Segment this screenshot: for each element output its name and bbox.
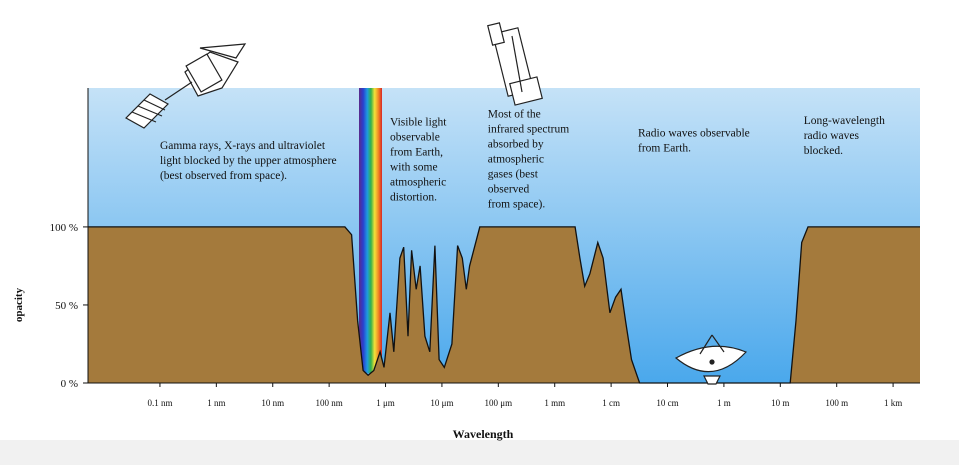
annotation: with some (390, 161, 438, 173)
annotation: Most of the (488, 109, 541, 121)
telescope-icon (487, 22, 543, 106)
x-tick-label: 1 mm (544, 398, 565, 408)
annotation: Visible light (390, 116, 447, 128)
annotation: distortion. (390, 191, 437, 203)
annotation: gases (best (488, 169, 539, 181)
opacity-area (88, 226, 920, 383)
annotation: Radio waves observable (638, 127, 750, 139)
y-tick-label: 0 % (61, 378, 78, 390)
annotation: from space). (488, 199, 546, 211)
bottom-band (0, 440, 959, 465)
y-axis-label: opacity (13, 287, 25, 322)
annotation: absorbed by (488, 139, 544, 151)
x-tick-label: 100 m (825, 398, 848, 408)
x-tick-label: 100 nm (316, 398, 343, 408)
visible-spectrum (359, 88, 382, 373)
x-tick-label: 1 μm (376, 398, 395, 408)
x-tick-label: 1 m (717, 398, 731, 408)
x-tick-label: 10 cm (656, 398, 678, 408)
x-tick-label: 1 nm (207, 398, 225, 408)
x-tick-label: 0.1 nm (147, 398, 172, 408)
plot: 0 % 50 % 100 % 0.1 nm 1 nm 10 nm 100 nm 1 μm 10 … (50, 88, 920, 408)
annotation: from Earth, (390, 146, 443, 158)
annotation: radio waves (804, 130, 860, 142)
annotation: Gamma rays, X-rays and ultraviolet (160, 140, 326, 152)
radio-dish-icon (674, 334, 748, 385)
opacity-curve (88, 226, 920, 384)
annotation: blocked. (804, 145, 843, 157)
x-tick-label: 10 nm (261, 398, 284, 408)
x-axis-label: Wavelength (453, 427, 514, 441)
annotation: Long-wavelength (804, 115, 885, 127)
satellite-icon (125, 43, 247, 129)
y-tick-label: 50 % (55, 300, 78, 312)
x-tick-label: 100 μm (485, 398, 513, 408)
annotation: atmospheric (488, 154, 544, 166)
x-tick-label: 10 μm (430, 398, 453, 408)
annotation: atmospheric (390, 176, 446, 188)
annotation: observed (488, 184, 530, 196)
x-tick-label: 1 km (884, 398, 902, 408)
annotation: observable (390, 131, 440, 143)
annotation: infrared spectrum (488, 124, 569, 136)
annotation: from Earth. (638, 142, 691, 154)
annotation: light blocked by the upper atmosphere (160, 155, 337, 167)
y-tick-label: 100 % (50, 222, 78, 234)
annotation: (best observed from space). (160, 170, 287, 182)
x-tick-label: 10 m (771, 398, 789, 408)
x-tick-label: 1 cm (602, 398, 620, 408)
